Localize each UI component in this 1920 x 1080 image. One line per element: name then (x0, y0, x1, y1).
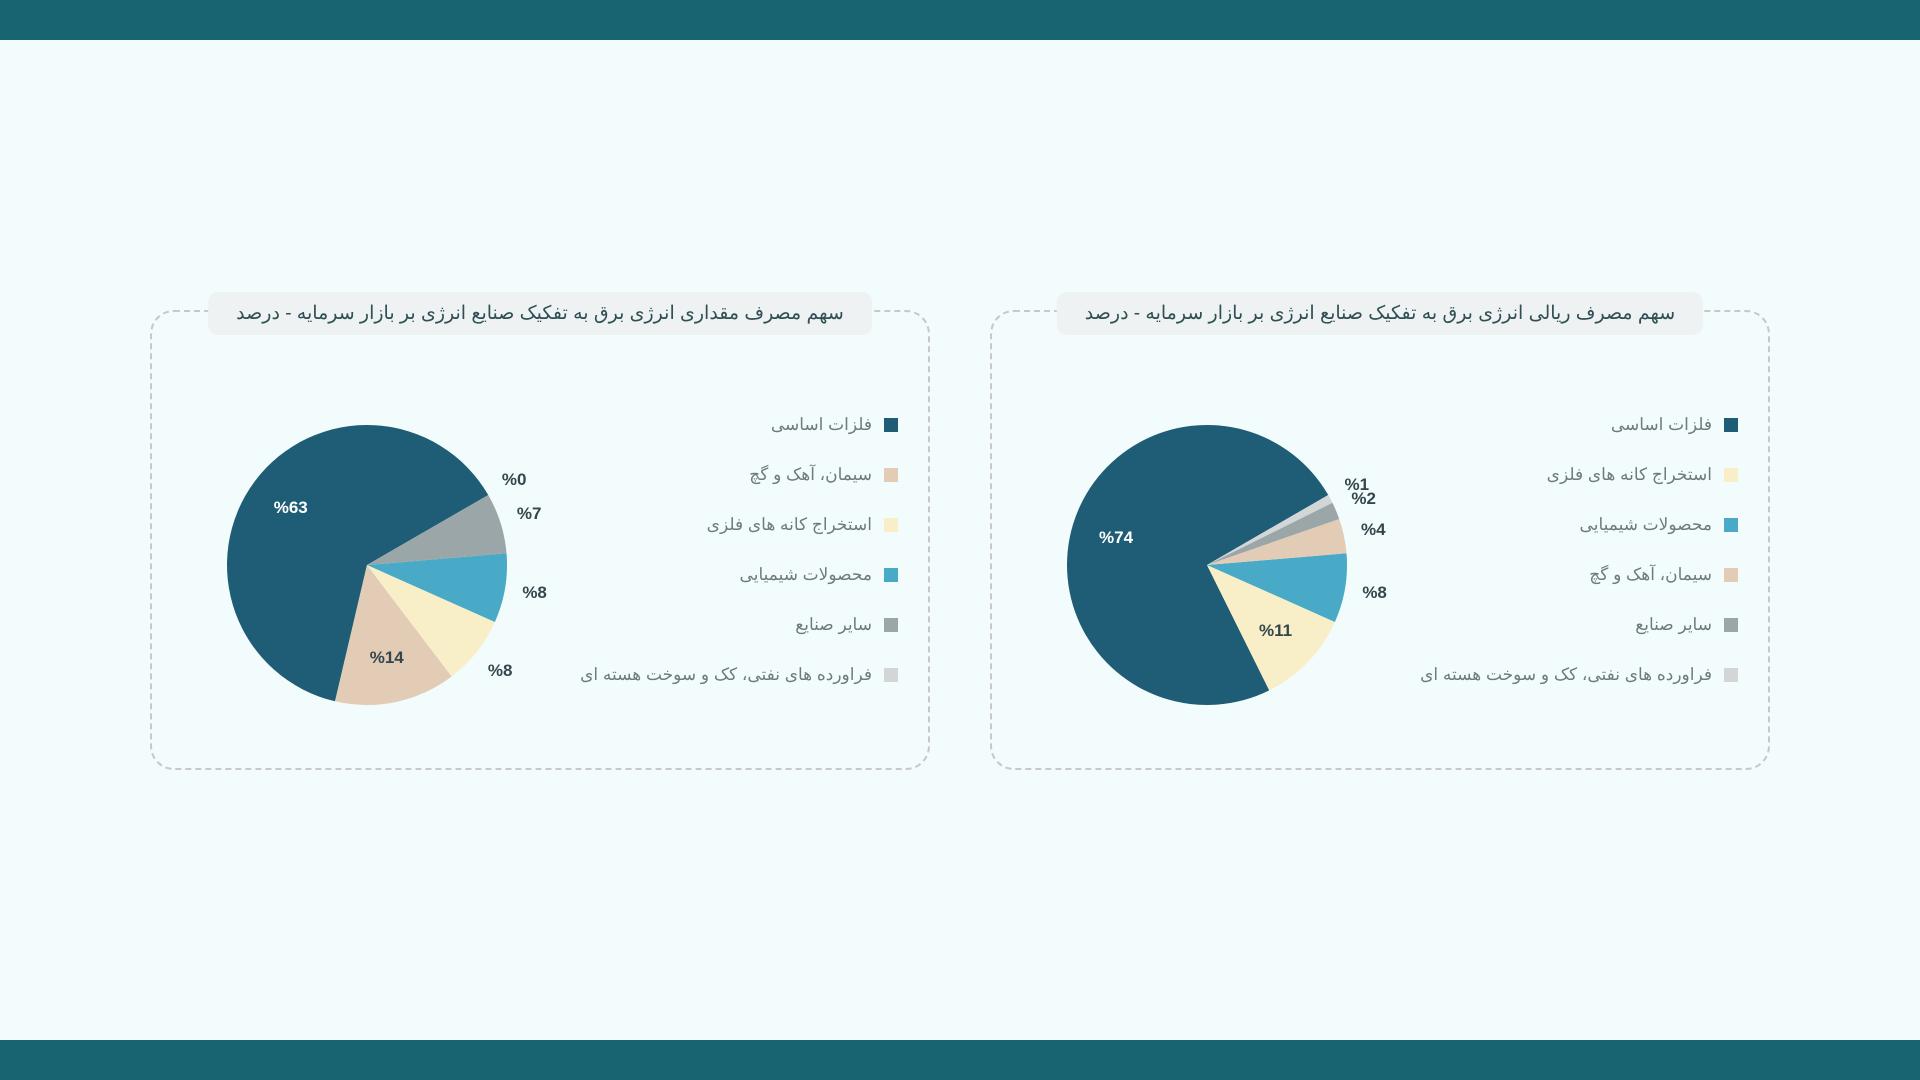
legend-swatch (1724, 618, 1738, 632)
legend-label: فراورده های نفتی، کک و سوخت هسته ای (580, 665, 872, 685)
legend-label: فلزات اساسی (1611, 415, 1712, 435)
legend-item: سایر صنایع (1392, 615, 1738, 635)
legend-swatch (1724, 568, 1738, 582)
legend-label: سایر صنایع (1635, 615, 1712, 635)
pie-slice-label: %74 (1099, 528, 1133, 548)
legend-swatch (1724, 668, 1738, 682)
pie-slice-label: %14 (370, 648, 404, 668)
legend-swatch (884, 518, 898, 532)
legend-swatch (1724, 518, 1738, 532)
pie-slice-label: %4 (1361, 520, 1386, 540)
legend-label: محصولات شیمیایی (1580, 515, 1712, 535)
content-area: سهم مصرف مقداری انرژی برق به تفکیک صنایع… (0, 60, 1920, 1020)
legend-label: استخراج کانه های فلزی (1547, 465, 1712, 485)
pie-slice-label: %1 (1345, 475, 1370, 495)
legend-swatch (884, 618, 898, 632)
legend-swatch (884, 468, 898, 482)
legend-item: فلزات اساسی (1392, 415, 1738, 435)
legend-quantity: فلزات اساسی سیمان، آهک و گچ استخراج کانه ه… (552, 415, 898, 685)
legend-label: فلزات اساسی (771, 415, 872, 435)
legend-label: محصولات شیمیایی (740, 565, 872, 585)
legend-item: سایر صنایع (552, 615, 898, 635)
bottom-bar (0, 1040, 1920, 1080)
legend-item: استخراج کانه های فلزی (1392, 465, 1738, 485)
legend-item: سیمان، آهک و گچ (1392, 565, 1738, 585)
legend-item: سیمان، آهک و گچ (552, 465, 898, 485)
chart-title-quantity: سهم مصرف مقداری انرژی برق به تفکیک صنایع… (208, 292, 872, 335)
top-bar (0, 0, 1920, 40)
pie-slice-label: %8 (522, 583, 547, 603)
legend-item: فراورده های نفتی، کک و سوخت هسته ای (552, 665, 898, 685)
chart-card-quantity: سهم مصرف مقداری انرژی برق به تفکیک صنایع… (150, 310, 930, 770)
legend-label: فراورده های نفتی، کک و سوخت هسته ای (1420, 665, 1712, 685)
legend-swatch (1724, 468, 1738, 482)
legend-item: فلزات اساسی (552, 415, 898, 435)
chart-body-rial: فلزات اساسی استخراج کانه های فلزی محصولات … (992, 312, 1768, 768)
legend-swatch (884, 418, 898, 432)
legend-swatch (884, 568, 898, 582)
pie-quantity: %63 %14 %8 %8 %7 %0 (182, 365, 552, 735)
pie-slice-label: %0 (502, 470, 527, 490)
legend-label: سیمان، آهک و گچ (749, 465, 872, 485)
legend-rial: فلزات اساسی استخراج کانه های فلزی محصولات … (1392, 415, 1738, 685)
pie-rial: %74%11%8%4%2%1 (1022, 365, 1392, 735)
legend-item: محصولات شیمیایی (1392, 515, 1738, 535)
legend-item: محصولات شیمیایی (552, 565, 898, 585)
pie-slice-label: %7 (517, 504, 542, 524)
pie-slice-label: %8 (488, 661, 513, 681)
chart-body-quantity: فلزات اساسی سیمان، آهک و گچ استخراج کانه ه… (152, 312, 928, 768)
pie-slice-label: %11 (1259, 621, 1292, 641)
legend-swatch (1724, 418, 1738, 432)
legend-label: سایر صنایع (795, 615, 872, 635)
legend-swatch (884, 668, 898, 682)
pie-slice-label: %8 (1362, 583, 1387, 603)
chart-title-rial: سهم مصرف ریالی انرژی برق به تفکیک صنایع … (1057, 292, 1703, 335)
pie-slice-label: %63 (274, 498, 308, 518)
legend-label: استخراج کانه های فلزی (707, 515, 872, 535)
legend-label: سیمان، آهک و گچ (1589, 565, 1712, 585)
chart-card-rial: سهم مصرف ریالی انرژی برق به تفکیک صنایع … (990, 310, 1770, 770)
legend-item: فراورده های نفتی، کک و سوخت هسته ای (1392, 665, 1738, 685)
legend-item: استخراج کانه های فلزی (552, 515, 898, 535)
